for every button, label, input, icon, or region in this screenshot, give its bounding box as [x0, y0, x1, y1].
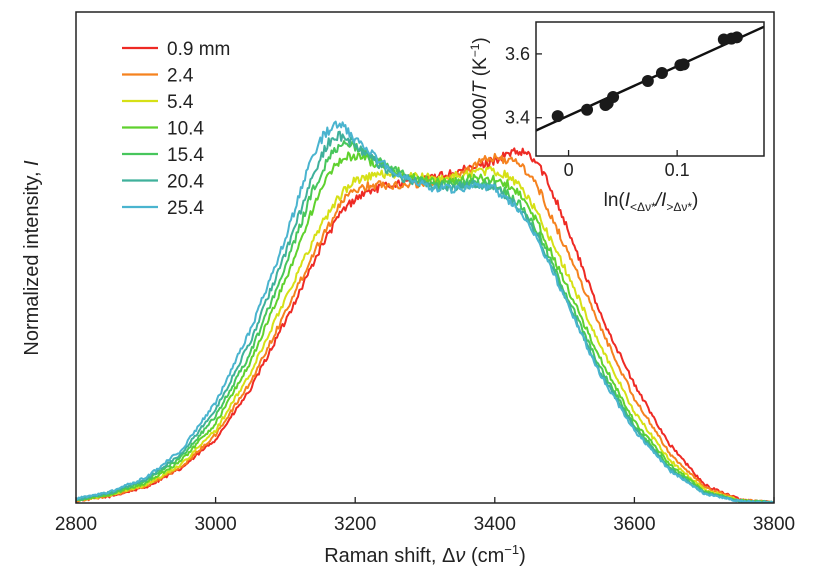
main-xlabel-unit-exp: −1	[504, 542, 519, 557]
main-ylabel-var: I	[21, 160, 43, 166]
inset-points-group	[551, 31, 743, 123]
inset-point-2	[581, 103, 594, 116]
inset-xlabel-den: /I	[654, 190, 667, 211]
main-plot-frame	[75, 11, 775, 504]
inset-point-1	[551, 110, 564, 123]
inset-point-5	[607, 90, 620, 103]
inset-x-axis-title: ln(I<Δν*/I>Δν*)	[604, 190, 699, 214]
inset-xlabel-close: )	[692, 190, 698, 211]
inset-y-tick-label-1: 3.6	[505, 44, 530, 64]
legend-label-4: 10.4	[167, 119, 204, 140]
inset-point-9	[677, 58, 690, 71]
main-x-tick-label-0: 2800	[55, 514, 97, 535]
legend-label-1: 0.9 mm	[167, 39, 230, 60]
inset-ylabel-var: T	[470, 80, 491, 93]
legend-label-2: 2.4	[167, 66, 194, 87]
legend-label-7: 25.4	[167, 198, 204, 219]
inset-xlabel-prefix: ln(	[604, 190, 626, 211]
inset-x-tick-label-0: 0	[564, 160, 574, 180]
main-series-group	[76, 120, 774, 503]
series-line-6	[76, 130, 774, 503]
inset-y-axis-title: 1000/T (K−1)	[468, 37, 491, 140]
inset-x-tick-label-1: 0.1	[665, 160, 690, 180]
inset-y-ticks: 3.4 3.6	[505, 44, 542, 128]
main-plot: 2800 3000 3200 3400 3600 3800 Raman shift, Δν…	[21, 11, 795, 567]
main-x-tick-label-5: 3800	[753, 514, 795, 535]
inset-plot-frame	[535, 21, 765, 157]
inset-ylabel-unit-open: (K	[470, 57, 491, 82]
legend-label-3: 5.4	[167, 92, 194, 113]
main-xlabel-prefix: Raman shift, Δ	[324, 545, 455, 567]
inset-xlabel-num: I	[625, 190, 631, 211]
inset-point-7	[655, 67, 668, 80]
main-x-tick-label-2: 3200	[334, 514, 376, 535]
main-x-tick-label-4: 3600	[613, 514, 655, 535]
inset-ylabel-unit-close: )	[470, 37, 491, 43]
main-xlabel-unit-open: (cm	[465, 545, 504, 567]
inset-point-12	[730, 31, 743, 44]
main-xlabel-unit-close: )	[519, 545, 526, 567]
inset-ylabel-unit-exp: −1	[468, 43, 482, 57]
main-y-axis-title: Normalized intensity, I	[21, 160, 43, 356]
series-line-4	[76, 151, 774, 503]
main-x-tick-label-1: 3000	[194, 514, 236, 535]
inset-x-ticks: 0 0.1	[564, 150, 690, 180]
legend-label-6: 20.4	[167, 172, 204, 193]
main-x-axis-title: Raman shift, Δν (cm−1)	[324, 542, 526, 567]
series-line-5	[76, 140, 774, 503]
main-xlabel-var: ν	[455, 545, 465, 567]
inset-ylabel-prefix: 1000/	[470, 92, 491, 140]
main-x-tick-label-3: 3400	[474, 514, 516, 535]
inset-y-tick-label-0: 3.4	[505, 108, 530, 128]
inset-point-6	[641, 75, 654, 88]
main-x-ticks: 2800 3000 3200 3400 3600 3800	[55, 497, 795, 535]
legend: 0.9 mm 2.4 5.4 10.4 15.4 20.4 25.4	[122, 39, 230, 219]
inset-plot: 0 0.1 3.43.6 ln(I<Δν*/I>Δν*) 1000/T (K−1)	[468, 21, 765, 214]
series-line-7	[76, 120, 774, 503]
legend-label-5: 15.4	[167, 145, 204, 166]
inset-xlabel-num-sub: <Δν*	[630, 200, 656, 214]
main-ylabel-prefix: Normalized intensity,	[21, 166, 43, 356]
inset-xlabel-den-sub: >Δν*	[666, 200, 692, 214]
